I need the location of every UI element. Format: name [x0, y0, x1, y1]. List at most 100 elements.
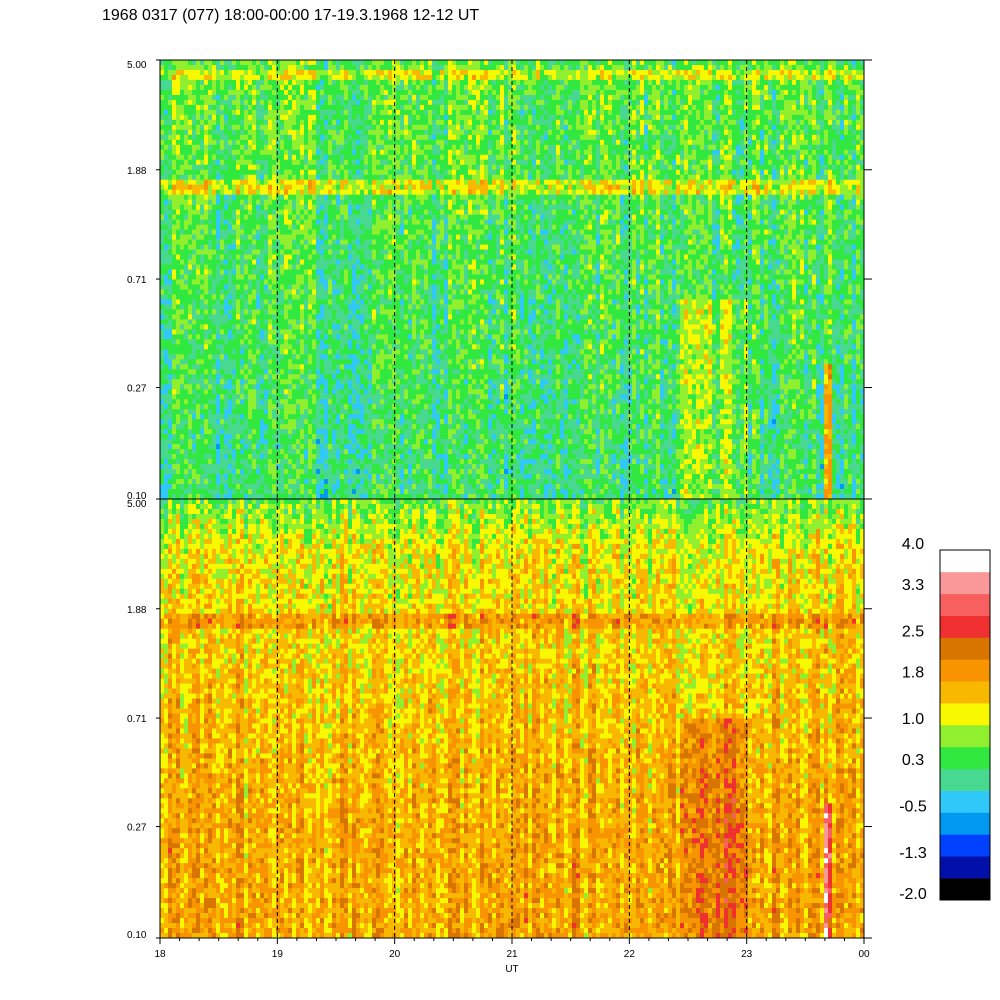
spectrogram-cell: [672, 139, 677, 146]
spectrogram-cell: [732, 60, 737, 66]
spectrogram-cell: [256, 64, 261, 71]
spectrogram-cell: [400, 164, 405, 171]
spectrogram-cell: [556, 189, 561, 196]
spectrogram-cell: [760, 184, 765, 191]
spectrogram-cell: [448, 89, 453, 96]
spectrogram-cell: [224, 60, 229, 66]
spectrogram-cell: [708, 179, 713, 186]
spectrogram-cell: [256, 79, 261, 86]
spectrogram-cell: [412, 184, 417, 191]
spectrogram-cell: [856, 124, 861, 131]
spectrogram-cell: [548, 134, 553, 141]
spectrogram-cell: [376, 79, 381, 86]
spectrogram-cell: [376, 194, 381, 201]
spectrogram-cell: [520, 109, 525, 116]
spectrogram-cell: [460, 94, 465, 101]
spectrogram-cell: [812, 114, 817, 121]
spectrogram-cell: [796, 94, 801, 101]
spectrogram-cell: [508, 194, 513, 201]
spectrogram-cell: [316, 129, 321, 136]
spectrogram-cell: [420, 104, 425, 111]
spectrogram-cell: [280, 144, 285, 151]
spectrogram-cell: [640, 144, 645, 151]
spectrogram-cell: [340, 89, 345, 96]
spectrogram-cell: [540, 174, 545, 181]
spectrogram-cell: [656, 139, 661, 146]
spectrogram-cell: [852, 164, 857, 171]
spectrogram-cell: [664, 134, 669, 141]
spectrogram-cell: [780, 84, 785, 91]
spectrogram-cell: [804, 149, 809, 156]
spectrogram-cell: [184, 149, 189, 156]
spectrogram-cell: [480, 89, 485, 96]
spectrogram-cell: [848, 60, 853, 66]
spectrogram-cell: [772, 124, 777, 131]
spectrogram-cell: [212, 69, 217, 76]
spectrogram-cell: [728, 129, 733, 136]
spectrogram-cell: [408, 174, 413, 181]
spectrogram-cell: [296, 119, 301, 126]
spectrogram-cell: [292, 79, 297, 86]
spectrogram-cell: [576, 169, 581, 176]
spectrogram-cell: [424, 119, 429, 126]
spectrogram-cell: [744, 84, 749, 91]
spectrogram-cell: [512, 119, 517, 126]
spectrogram-cell: [508, 79, 513, 86]
spectrogram-cell: [484, 119, 489, 126]
spectrogram-cell: [732, 94, 737, 101]
spectrogram-cell: [832, 114, 837, 121]
spectrogram-cell: [632, 94, 637, 101]
spectrogram-cell: [672, 99, 677, 106]
spectrogram-cell: [356, 189, 361, 196]
spectrogram-cell: [724, 79, 729, 86]
spectrogram-cell: [800, 154, 805, 161]
spectrogram-cell: [244, 60, 249, 66]
spectrogram-cell: [384, 174, 389, 181]
spectrogram-cell: [440, 174, 445, 181]
spectrogram-cell: [436, 164, 441, 171]
spectrogram-cell: [728, 84, 733, 91]
spectrogram-cell: [572, 189, 577, 196]
spectrogram-cell: [860, 134, 865, 141]
spectrogram-cell: [604, 129, 609, 136]
spectrogram-cell: [644, 99, 649, 106]
spectrogram-cell: [408, 74, 413, 81]
spectrogram-cell: [268, 199, 273, 206]
spectrogram-cell: [364, 169, 369, 176]
spectrogram-cell: [244, 84, 249, 91]
spectrogram-cell: [472, 149, 477, 156]
spectrogram-cell: [484, 169, 489, 176]
spectrogram-cell: [208, 159, 213, 166]
spectrogram-cell: [608, 154, 613, 161]
spectrogram-cell: [644, 169, 649, 176]
spectrogram-cell: [836, 79, 841, 86]
spectrogram-cell: [168, 134, 173, 141]
spectrogram-cell: [672, 174, 677, 181]
spectrogram-cell: [572, 104, 577, 111]
spectrogram-cell: [232, 94, 237, 101]
spectrogram-cell: [444, 119, 449, 126]
spectrogram-cell: [504, 134, 509, 141]
spectrogram-cell: [756, 74, 761, 81]
spectrogram-cell: [836, 124, 841, 131]
spectrogram-cell: [464, 74, 469, 81]
spectrogram-cell: [656, 189, 661, 196]
spectrogram-cell: [552, 174, 557, 181]
spectrogram-cell: [444, 159, 449, 166]
spectrogram-cell: [276, 99, 281, 106]
spectrogram-cell: [688, 99, 693, 106]
spectrogram-cell: [368, 89, 373, 96]
spectrogram-cell: [348, 184, 353, 191]
spectrogram-cell: [260, 104, 265, 111]
spectrogram-cell: [284, 139, 289, 146]
spectrogram-cell: [400, 119, 405, 126]
spectrogram-cell: [260, 69, 265, 76]
spectrogram-cell: [852, 124, 857, 131]
spectrogram-cell: [560, 84, 565, 91]
spectrogram-cell: [676, 69, 681, 76]
spectrogram-cell: [432, 139, 437, 146]
spectrogram-cell: [604, 159, 609, 166]
spectrogram-cell: [832, 169, 837, 176]
spectrogram-cell: [772, 149, 777, 156]
spectrogram-cell: [272, 159, 277, 166]
